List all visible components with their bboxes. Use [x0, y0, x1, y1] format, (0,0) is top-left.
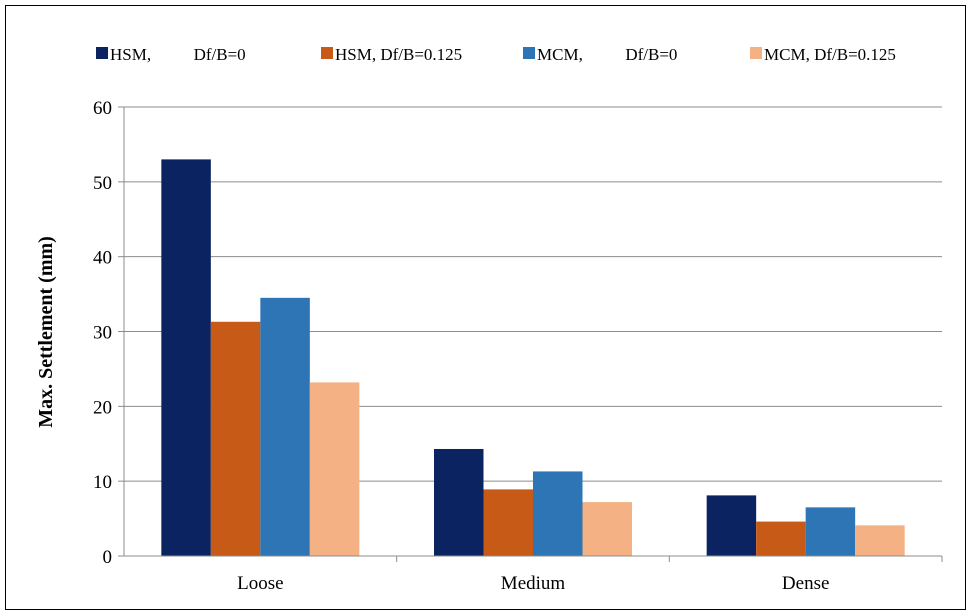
legend-label-2: HSM, Df/B=0.125 [335, 45, 462, 64]
bar-dense-series-4 [855, 525, 905, 556]
bar-dense-series-1 [706, 495, 757, 556]
bars [161, 159, 905, 556]
y-tick-label: 40 [93, 248, 112, 269]
legend-swatch-4 [750, 47, 762, 59]
bar-loose-series-2 [210, 321, 261, 556]
y-tick-label: 50 [93, 173, 112, 194]
bar-medium-series-1 [434, 448, 484, 556]
bar-dense-series-3 [805, 507, 856, 556]
bar-medium-series-4 [582, 502, 632, 556]
bar-loose-series-1 [161, 159, 211, 556]
legend-swatch-1 [96, 47, 108, 59]
y-tick-label: 0 [103, 547, 113, 568]
y-tick-label: 30 [93, 323, 112, 344]
y-tick-label: 20 [93, 397, 112, 418]
x-tick-label-loose: Loose [237, 573, 283, 594]
legend-label-1: HSM, Df/B=0 [110, 45, 246, 64]
x-tick-label-medium: Medium [501, 573, 566, 594]
x-tick-labels: Loose Medium Dense [237, 573, 829, 594]
y-tick-label: 60 [93, 98, 112, 119]
bar-loose-series-3 [260, 297, 310, 556]
axes [123, 107, 943, 562]
bar-loose-series-4 [309, 382, 360, 556]
bar-dense-series-2 [756, 521, 806, 556]
bar-medium-series-2 [483, 489, 533, 556]
legend-swatch-2 [321, 47, 333, 59]
legend: HSM, Df/B=0 HSM, Df/B=0.125 MCM, Df/B=0 MCM… [96, 45, 896, 64]
y-tick-label: 10 [93, 472, 112, 493]
y-axis-label: Max. Settlement (mm) [35, 236, 57, 428]
x-tick-label-dense: Dense [782, 573, 829, 594]
bar-medium-series-3 [533, 471, 583, 556]
y-tick-labels: 0 10 20 30 40 50 60 [93, 98, 112, 568]
legend-label-3: MCM, Df/B=0 [537, 45, 677, 64]
legend-swatch-3 [523, 47, 535, 59]
legend-label-4: MCM, Df/B=0.125 [764, 45, 896, 64]
